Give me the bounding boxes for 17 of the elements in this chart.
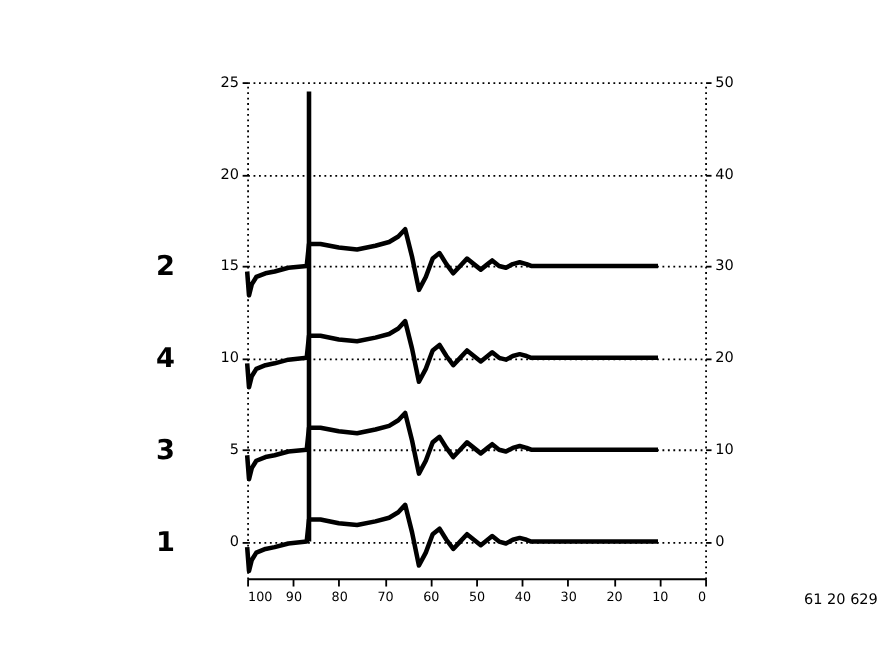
- y2-tick-label: 40: [715, 164, 735, 183]
- y2-tick-label: 30: [715, 256, 735, 275]
- text: 3: [155, 434, 175, 467]
- text: 1: [155, 526, 175, 559]
- y-tick-label: 10: [220, 348, 240, 367]
- y2-tick-label: 0: [715, 532, 726, 551]
- y-tick-label: 0: [229, 532, 240, 551]
- y-tick-label: 15: [220, 256, 239, 275]
- y-tick-label: 5: [229, 440, 239, 459]
- y2-tick-label: 50: [715, 72, 735, 91]
- y2-tick-label: 10: [715, 440, 735, 459]
- text: 61 20 629: [804, 589, 879, 608]
- y-tick-label: 20: [220, 164, 240, 183]
- text: 4: [155, 342, 175, 375]
- y2-tick-label: 20: [715, 348, 735, 367]
- text: 2: [155, 251, 175, 284]
- y-tick-label: 25: [220, 72, 239, 91]
